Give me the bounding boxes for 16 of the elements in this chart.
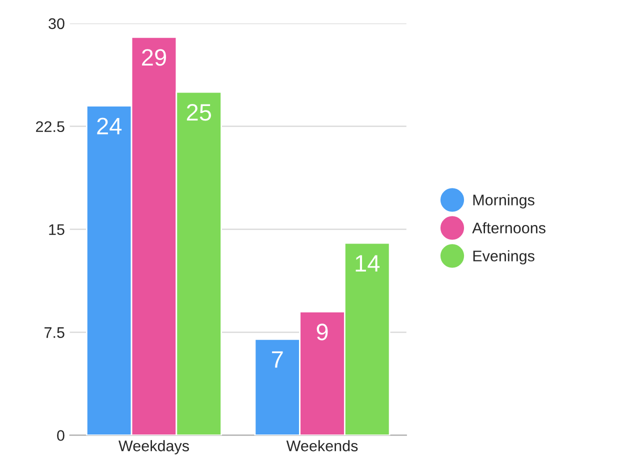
data-label: 14 bbox=[356, 255, 380, 272]
y-tick-label: 15 bbox=[49, 224, 64, 236]
y-tick-label: 0 bbox=[57, 430, 64, 441]
y-tick-label: 7.5 bbox=[44, 327, 64, 338]
x-tick-label: Weekdays bbox=[118, 440, 189, 454]
legend-label: Evenings bbox=[473, 250, 534, 264]
data-label: 25 bbox=[186, 104, 212, 121]
y-tick-label: 30 bbox=[48, 18, 64, 30]
data-label: 24 bbox=[97, 118, 122, 134]
data-label: 9 bbox=[316, 324, 328, 340]
data-label: 29 bbox=[142, 49, 166, 66]
legend-label: Afternoons bbox=[472, 222, 546, 234]
legend-label: Mornings bbox=[473, 194, 534, 208]
data-label: 7 bbox=[272, 351, 283, 368]
y-tick-label: 22.5 bbox=[36, 121, 64, 132]
x-tick-label: Weekends bbox=[286, 440, 358, 452]
